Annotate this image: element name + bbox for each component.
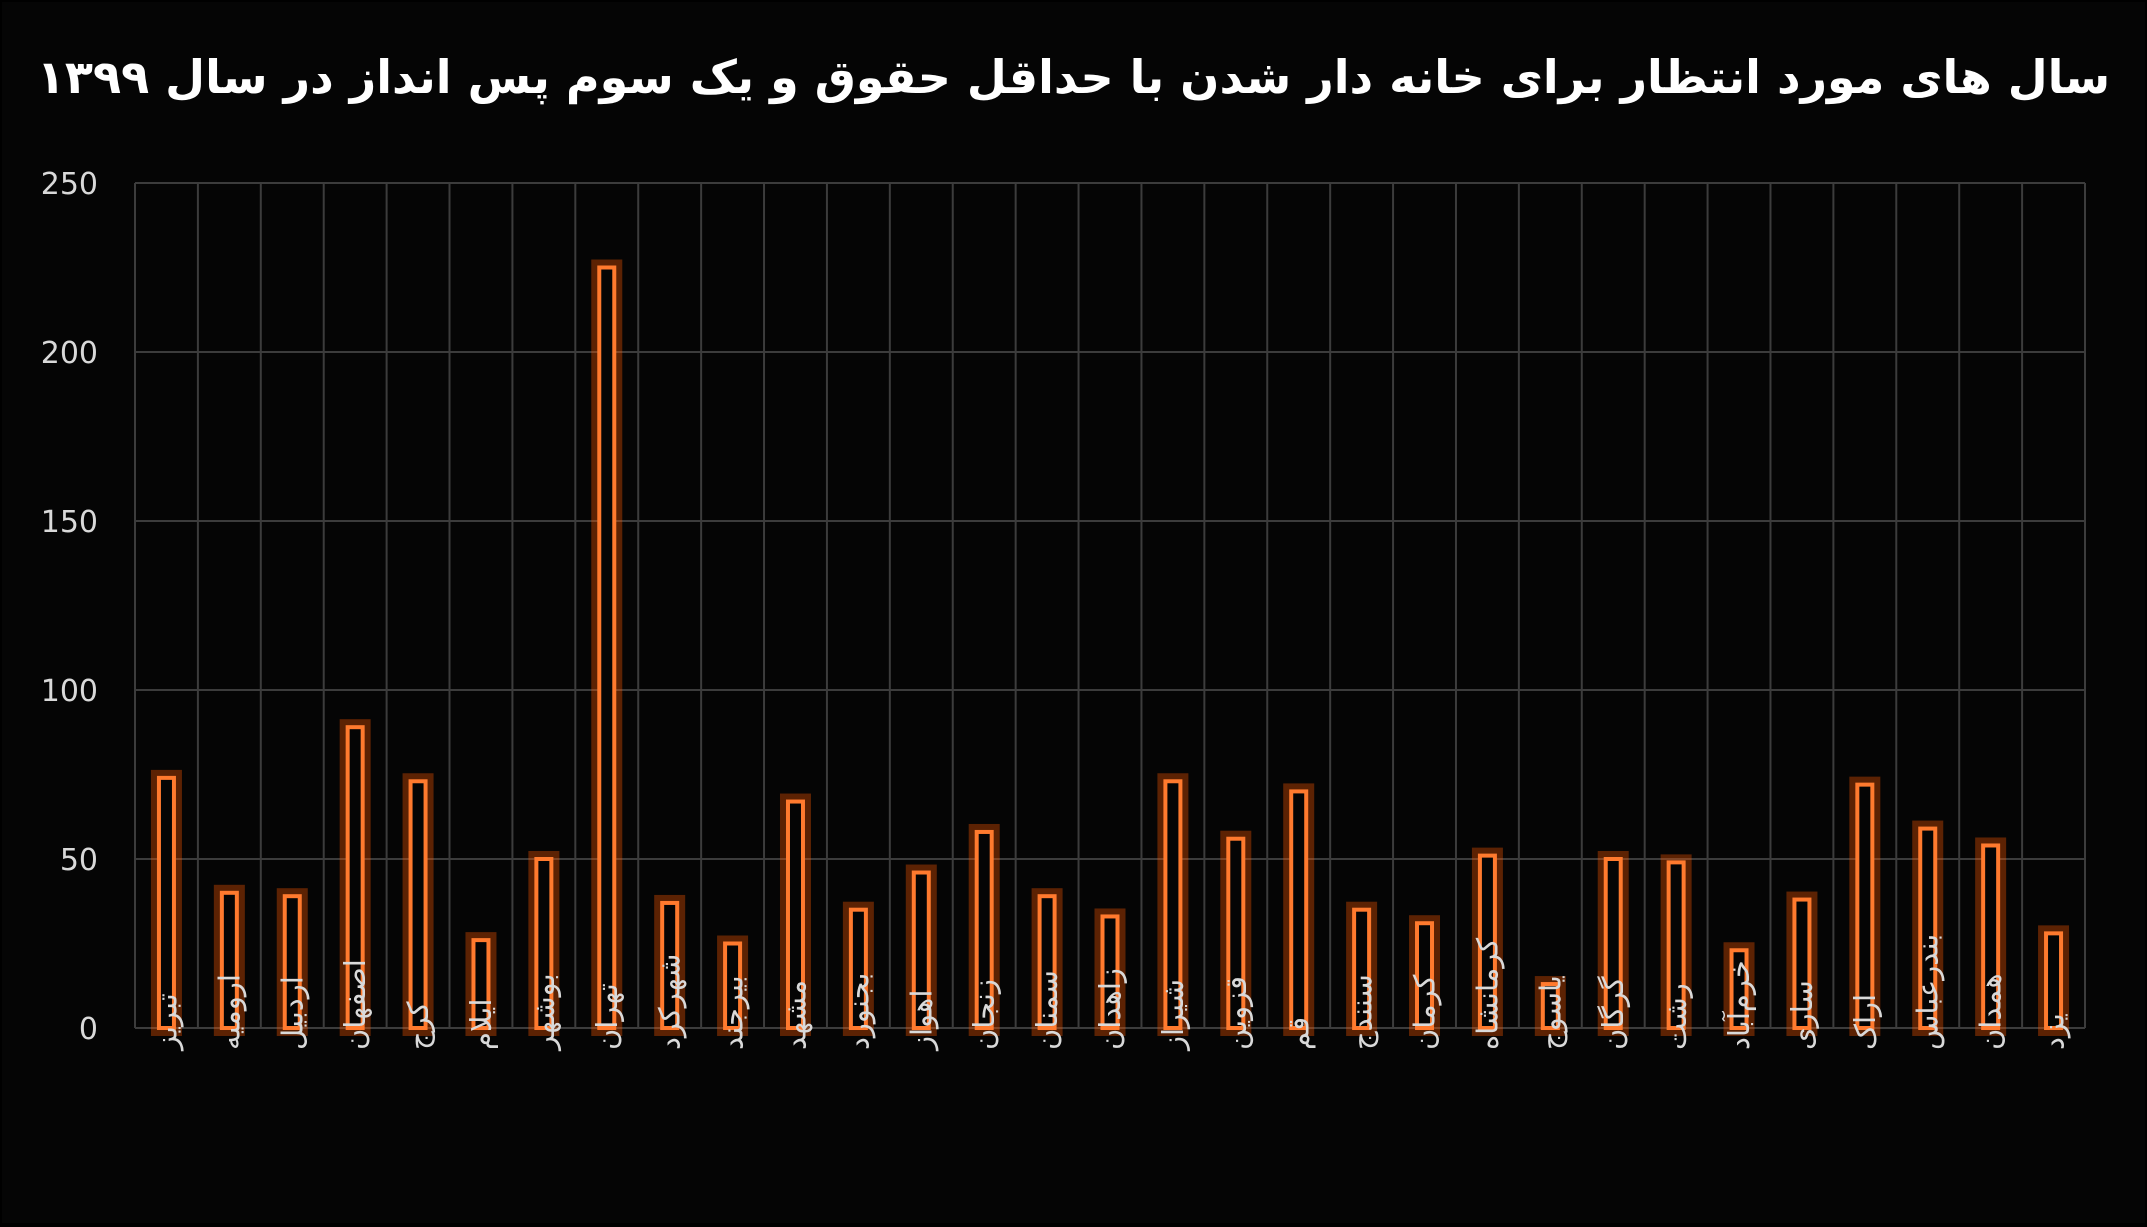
category-label: کرج [401,1001,436,1050]
y-tick-label: 150 [41,505,98,540]
bar [1477,853,1497,1030]
bar [848,907,868,1031]
bar [408,779,428,1031]
category-label: بیرجند [716,975,750,1050]
bar [1163,779,1183,1031]
y-tick-label: 50 [60,843,98,878]
category-label: ایلام [464,999,498,1050]
category-label: بوشهر [527,973,561,1052]
bar [1415,921,1435,1030]
category-label: ارومیه [212,974,246,1050]
bars [150,259,2070,1037]
labels: 0 50 100 150 200 250 تبریز ارومیه اردبیل اصفهان کر… [41,167,2071,1052]
category-label: سمنان [1030,970,1064,1050]
bar [282,894,302,1030]
bar [1792,897,1812,1030]
y-tick-label: 200 [41,336,98,371]
bar [534,857,554,1030]
bar [471,938,491,1030]
y-tick-label: 250 [41,167,98,202]
category-label: زاهدان [1093,968,1127,1050]
category-label: زنجان [967,979,1001,1050]
category-label: اصفهان [338,959,372,1050]
category-label: بندرعباس [1911,934,1945,1050]
category-label: شیراز [1156,979,1190,1052]
bar [597,265,617,1030]
category-label: تهران [590,983,624,1050]
bar [723,941,743,1030]
bar [911,870,931,1031]
category-label: بجنورد [841,973,875,1050]
category-label: همدان [1974,973,2008,1050]
category-label: قزوین [1219,976,1253,1050]
bar [156,775,176,1030]
bar [1855,782,1875,1031]
bar [345,725,365,1030]
y-tick-label: 0 [79,1012,98,1047]
category-label: یزد [2037,1013,2071,1050]
category-label: اردبیل [275,976,309,1050]
bar [1100,914,1120,1031]
category-label: سنندج [1345,974,1380,1050]
category-label: مشهد [778,980,812,1050]
category-label: اراک [1848,994,1882,1050]
bar [1226,836,1246,1030]
bar [974,829,994,1031]
bar [1666,860,1686,1030]
category-label: گرگان [1596,976,1630,1050]
bar [2044,931,2064,1030]
category-label: خرم‌آباد [1721,960,1756,1050]
category-label: تبریز [149,993,183,1052]
category-label: قم [1282,1017,1317,1050]
category-label: اهواز [904,990,938,1052]
category-label: کرمان [1408,974,1442,1050]
category-label: کرمانشاه [1470,938,1504,1050]
y-tick-label: 100 [41,674,98,709]
bar [1603,857,1623,1030]
category-label: یاسوج [1533,975,1568,1050]
bar [1037,894,1057,1030]
bar [1540,982,1560,1030]
bar [1352,907,1372,1031]
bar [660,900,680,1030]
bar [1918,826,1938,1031]
category-label: شهرکرد [653,954,687,1050]
bar [219,890,239,1030]
chart-title: سال های مورد انتظار برای خانه دار شدن با… [36,50,2111,104]
bar [1729,948,1749,1031]
category-label: رشت [1659,983,1693,1050]
bar [785,799,805,1030]
bar [1981,843,2001,1030]
category-label: ساری [1785,980,1819,1050]
bar [1289,789,1309,1031]
grid-lines [134,182,2086,1029]
